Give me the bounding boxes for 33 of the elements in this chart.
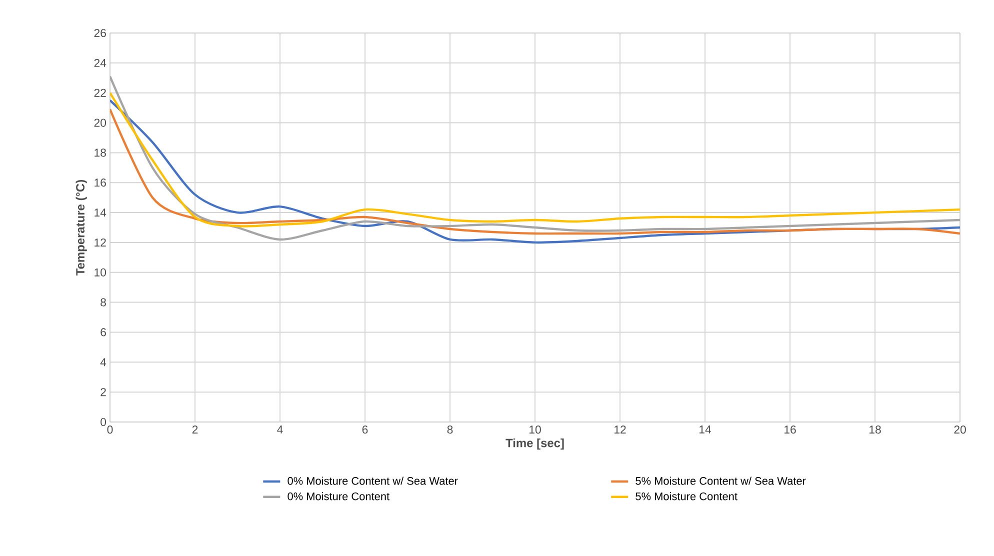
y-tick-label: 12	[94, 238, 106, 246]
y-tick-label: 26	[94, 28, 106, 38]
y-tick-label: 6	[100, 328, 106, 336]
x-tick-label: 0	[107, 426, 113, 434]
x-tick-label: 12	[614, 426, 626, 434]
y-tick-label: 0	[100, 418, 106, 426]
y-axis-title: Temperature (°C)	[76, 180, 87, 276]
y-tick-label: 18	[94, 148, 106, 157]
y-tick-label: 24	[94, 58, 106, 67]
legend-label: 5% Moisture Content w/ Sea Water	[636, 476, 806, 485]
x-tick-label: 14	[700, 426, 712, 434]
x-axis-title: Time [sec]	[506, 438, 564, 450]
x-tick-label: 18	[870, 426, 881, 434]
y-tick-label: 20	[94, 118, 106, 127]
y-tick-label: 14	[94, 208, 106, 216]
x-tick-label: 20	[954, 426, 966, 434]
x-tick-label: 8	[447, 426, 453, 434]
y-tick-label: 22	[94, 88, 106, 97]
line-series	[110, 92, 960, 228]
x-tick-label: 6	[362, 426, 368, 434]
legend-label: 0% Moisture Content w/ Sea Water	[288, 476, 458, 485]
y-tick-label: 8	[100, 298, 106, 306]
y-tick-label: 10	[94, 268, 106, 276]
y-tick-label: 4	[100, 358, 106, 366]
y-tick-label: 16	[94, 178, 106, 187]
legend-label: 0% Moisture Content	[288, 492, 390, 500]
legend-label: 5% Moisture Content	[636, 492, 738, 500]
x-tick-label: 16	[784, 426, 796, 434]
x-tick-label: 10	[530, 426, 541, 434]
x-tick-label: 2	[192, 426, 198, 434]
x-tick-label: 4	[277, 426, 283, 434]
line-series	[110, 75, 960, 241]
y-tick-label: 2	[100, 388, 106, 396]
